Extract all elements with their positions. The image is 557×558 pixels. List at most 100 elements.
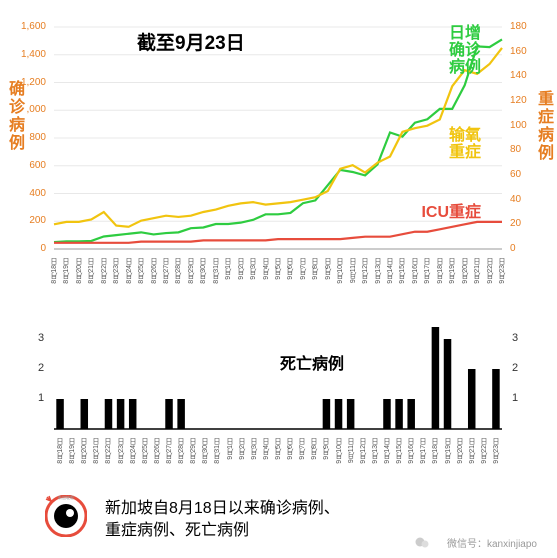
main-x-tick: 8月19日: [62, 258, 72, 284]
caption-line1: 新加坡自8月18日以来确诊病例、: [105, 498, 340, 520]
death-x-tick: 9月22日: [480, 438, 490, 464]
main-x-tick: 8月20日: [75, 258, 85, 284]
right-tick: 80: [510, 144, 534, 155]
main-x-tick: 8月30日: [199, 258, 209, 284]
left-tick: 1,400: [16, 49, 46, 60]
main-x-tick: 8月29日: [187, 258, 197, 284]
death-x-tick: 9月21日: [468, 438, 478, 464]
right-tick: 20: [510, 218, 534, 229]
death-x-tick: 9月5日: [274, 438, 284, 460]
left-tick: 400: [16, 188, 46, 199]
death-x-tick: 9月15日: [395, 438, 405, 464]
main-x-tick: 9月14日: [386, 258, 396, 284]
death-ytick-right: 3: [512, 332, 518, 344]
main-x-tick: 8月31日: [212, 258, 222, 284]
main-x-tick: 9月7日: [299, 258, 309, 280]
main-x-tick: 9月6日: [286, 258, 296, 280]
main-x-tick: 8月22日: [100, 258, 110, 284]
main-x-tick: 9月12日: [361, 258, 371, 284]
main-x-tick: 9月9日: [324, 258, 334, 280]
series-label-daily-text: 日增 确诊 病例: [449, 25, 481, 76]
series-label-icu: ICU重症: [421, 198, 481, 222]
main-x-tick: 9月16日: [411, 258, 421, 284]
death-x-tick: 9月17日: [419, 438, 429, 464]
main-x-tick: 9月23日: [498, 258, 508, 284]
right-tick: 0: [510, 243, 534, 254]
series-label-oxygen: 输氧 重症: [449, 128, 481, 162]
death-x-tick: 9月10日: [335, 438, 345, 464]
right-tick: 40: [510, 194, 534, 205]
death-x-tick: 9月14日: [383, 438, 393, 464]
right-tick: 60: [510, 169, 534, 180]
main-x-tick: 8月23日: [112, 258, 122, 284]
right-tick: 120: [510, 95, 534, 106]
death-ytick-left: 1: [38, 392, 44, 404]
left-tick: 600: [16, 160, 46, 171]
main-x-tick: 8月24日: [125, 258, 135, 284]
wechat-id: 微信号：kanxinjiapo: [447, 535, 537, 550]
death-bar-chart: [48, 320, 508, 435]
death-x-tick: 9月13日: [371, 438, 381, 464]
main-x-tick: 9月3日: [249, 258, 259, 280]
main-x-tick: 8月18日: [50, 258, 60, 284]
main-x-tick: 9月21日: [473, 258, 483, 284]
main-x-tick: 8月21日: [87, 258, 97, 284]
death-ytick-left: 2: [38, 362, 44, 374]
death-x-tick: 9月23日: [492, 438, 502, 464]
death-x-tick: 9月4日: [262, 438, 272, 460]
main-x-tick: 9月4日: [262, 258, 272, 280]
death-x-tick: 9月6日: [286, 438, 296, 460]
death-x-tick: 9月7日: [298, 438, 308, 460]
death-x-tick: 9月11日: [347, 438, 357, 463]
main-x-tick: 9月19日: [448, 258, 458, 284]
main-x-tick: 8月25日: [137, 258, 147, 284]
death-x-tick: 9月2日: [238, 438, 248, 460]
right-axis-label: 重症病例: [531, 90, 555, 162]
main-x-tick: 9月1日: [224, 258, 234, 280]
death-x-tick: 9月3日: [250, 438, 260, 460]
svg-text:新加坡眼: 新加坡眼: [58, 495, 74, 500]
left-tick: 0: [16, 243, 46, 254]
death-ytick-right: 2: [512, 362, 518, 374]
death-x-tick: 8月29日: [189, 438, 199, 464]
death-x-tick: 9月16日: [407, 438, 417, 464]
death-x-tick: 8月22日: [104, 438, 114, 464]
death-chart-label: 死亡病例: [280, 350, 344, 374]
main-x-tick: 9月10日: [336, 258, 346, 284]
left-tick: 1,600: [16, 21, 46, 32]
main-x-tick: 9月2日: [237, 258, 247, 280]
death-x-tick: 8月18日: [56, 438, 66, 464]
death-x-tick: 9月20日: [456, 438, 466, 464]
logo-icon: 新加坡眼: [45, 495, 87, 537]
left-tick: 800: [16, 132, 46, 143]
death-x-tick: 9月9日: [322, 438, 332, 460]
death-ytick-right: 1: [512, 392, 518, 404]
left-tick: 1,200: [16, 77, 46, 88]
main-x-tick: 8月26日: [150, 258, 160, 284]
main-x-tick: 9月11日: [349, 258, 359, 283]
main-x-tick: 9月5日: [274, 258, 284, 280]
death-x-tick: 8月28日: [177, 438, 187, 464]
series-label-oxygen-text: 输氧 重症: [449, 127, 481, 161]
right-tick: 160: [510, 46, 534, 57]
caption: 新加坡自8月18日以来确诊病例、 重症病例、死亡病例: [105, 498, 340, 543]
main-x-tick: 9月17日: [423, 258, 433, 284]
main-x-tick: 9月8日: [311, 258, 321, 280]
death-ytick-left: 3: [38, 332, 44, 344]
death-x-tick: 8月25日: [141, 438, 151, 464]
death-x-tick: 9月19日: [444, 438, 454, 464]
death-x-tick: 8月19日: [68, 438, 78, 464]
main-x-tick: 9月18日: [436, 258, 446, 284]
main-x-tick: 8月28日: [174, 258, 184, 284]
death-x-tick: 8月23日: [117, 438, 127, 464]
left-tick: ,000: [16, 104, 46, 115]
death-x-tick: 8月20日: [80, 438, 90, 464]
wechat-icon: [415, 537, 429, 549]
death-x-tick: 9月1日: [226, 438, 236, 460]
caption-line2: 重症病例、死亡病例: [105, 520, 340, 542]
main-x-tick: 8月27日: [162, 258, 172, 284]
right-tick: 140: [510, 70, 534, 81]
death-x-tick: 8月21日: [92, 438, 102, 464]
death-x-tick: 8月31日: [213, 438, 223, 464]
main-x-tick: 9月20日: [461, 258, 471, 284]
